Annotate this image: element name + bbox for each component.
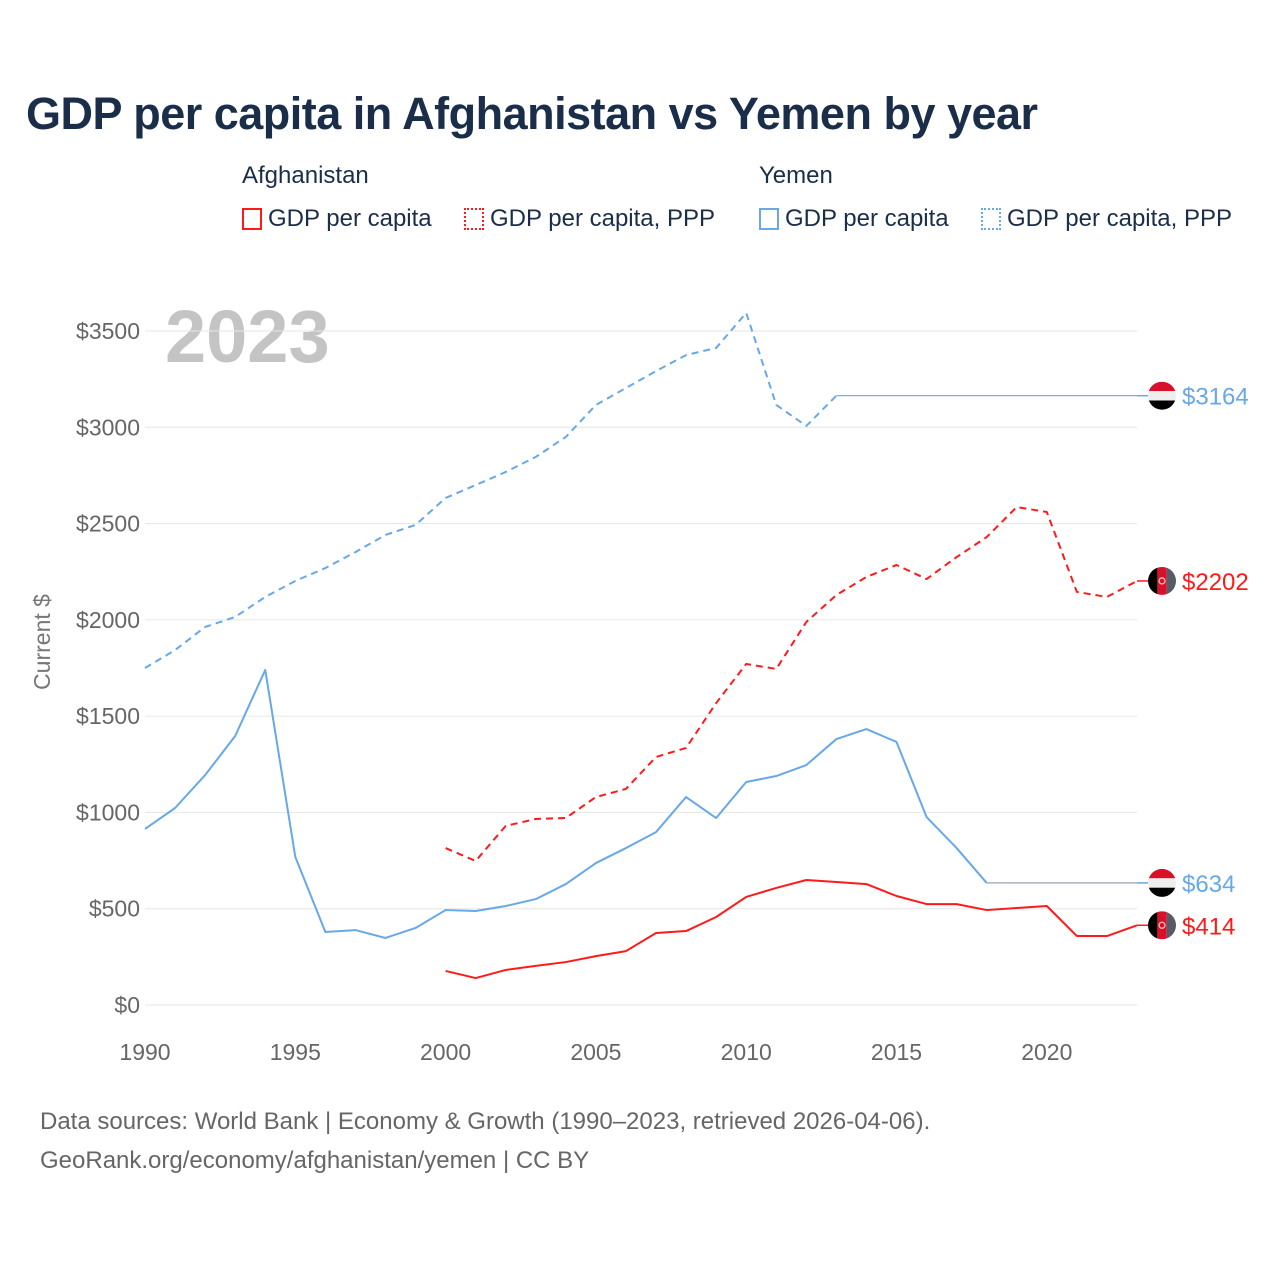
flag bbox=[1148, 381, 1176, 410]
chart-title: GDP per capita in Afghanistan vs Yemen b… bbox=[26, 88, 1038, 139]
flag-stripe bbox=[1148, 887, 1176, 897]
legend-item-afghanistan-gdp[interactable]: GDP per capita bbox=[242, 205, 432, 233]
flag bbox=[1148, 911, 1176, 940]
legend-swatch-dotted-blue bbox=[981, 208, 1001, 230]
x-tick-label: 2020 bbox=[1021, 1039, 1072, 1065]
y-tick-label: $500 bbox=[89, 896, 140, 922]
y-tick-label: $3500 bbox=[76, 318, 140, 344]
x-tick-label: 2000 bbox=[420, 1039, 471, 1065]
y-tick-label: $2500 bbox=[76, 511, 140, 537]
flag-stripe bbox=[1148, 911, 1158, 940]
flag-stripe bbox=[1166, 911, 1176, 940]
yemen-flag-icon bbox=[1148, 868, 1176, 897]
latest-value-label: $2202 bbox=[1182, 569, 1249, 596]
flag-emblem bbox=[1158, 577, 1166, 585]
y-tick-label: $1000 bbox=[76, 799, 140, 825]
legend-group-yemen: Yemen bbox=[759, 162, 833, 189]
flag bbox=[1148, 566, 1176, 595]
x-tick-label: 1995 bbox=[270, 1039, 321, 1065]
afghanistan-flag-icon bbox=[1148, 566, 1176, 595]
x-tick-label: 2015 bbox=[871, 1039, 922, 1065]
latest-value-label: $414 bbox=[1182, 913, 1235, 940]
legend-label: GDP per capita, PPP bbox=[490, 205, 715, 232]
y-tick-label: $2000 bbox=[76, 607, 140, 633]
legend-item-afghanistan-ppp[interactable]: GDP per capita, PPP bbox=[464, 205, 715, 233]
legend-item-yemen-gdp[interactable]: GDP per capita bbox=[759, 205, 949, 233]
y-tick-label: $3000 bbox=[76, 414, 140, 440]
year-watermark: 2023 bbox=[165, 295, 330, 378]
y-axis-label: Current $ bbox=[29, 594, 55, 690]
flag-stripe bbox=[1148, 400, 1176, 410]
x-tick-label: 2005 bbox=[570, 1039, 621, 1065]
flag-stripe bbox=[1148, 381, 1176, 392]
latest-value-label: $3164 bbox=[1182, 384, 1249, 411]
legend-label: GDP per capita bbox=[785, 205, 949, 232]
flag-stripe bbox=[1148, 391, 1176, 401]
flag-stripe bbox=[1148, 878, 1176, 888]
legend-swatch-dotted-red bbox=[464, 208, 484, 230]
legend-label: GDP per capita bbox=[268, 205, 432, 232]
footer-sources: Data sources: World Bank | Economy & Gro… bbox=[40, 1108, 931, 1135]
flag-emblem bbox=[1158, 921, 1166, 929]
series-line bbox=[144, 311, 838, 669]
y-tick-label: $0 bbox=[114, 992, 140, 1018]
footer-attribution: GeoRank.org/economy/afghanistan/yemen | … bbox=[40, 1147, 590, 1174]
flag-stripe bbox=[1148, 566, 1158, 595]
yemen-flag-icon bbox=[1148, 381, 1176, 410]
series-line bbox=[445, 506, 1138, 862]
y-tick-label: $1500 bbox=[76, 703, 140, 729]
legend-item-yemen-ppp[interactable]: GDP per capita, PPP bbox=[981, 205, 1232, 233]
legend-group-afghanistan: Afghanistan bbox=[242, 162, 369, 189]
latest-value-label: $634 bbox=[1182, 871, 1235, 898]
series-line bbox=[144, 668, 988, 939]
series-line bbox=[445, 879, 1138, 980]
flag-stripe bbox=[1157, 566, 1167, 595]
x-tick-label: 2010 bbox=[721, 1039, 772, 1065]
x-tick-label: 1990 bbox=[119, 1039, 170, 1065]
flag bbox=[1148, 868, 1176, 897]
flag-stripe bbox=[1157, 911, 1167, 940]
legend-swatch-solid-red bbox=[242, 208, 262, 230]
afghanistan-flag-icon bbox=[1148, 911, 1176, 940]
flag-stripe bbox=[1166, 566, 1176, 595]
flag-stripe bbox=[1148, 868, 1176, 879]
legend-swatch-solid-blue bbox=[759, 208, 779, 230]
legend-label: GDP per capita, PPP bbox=[1007, 205, 1232, 232]
